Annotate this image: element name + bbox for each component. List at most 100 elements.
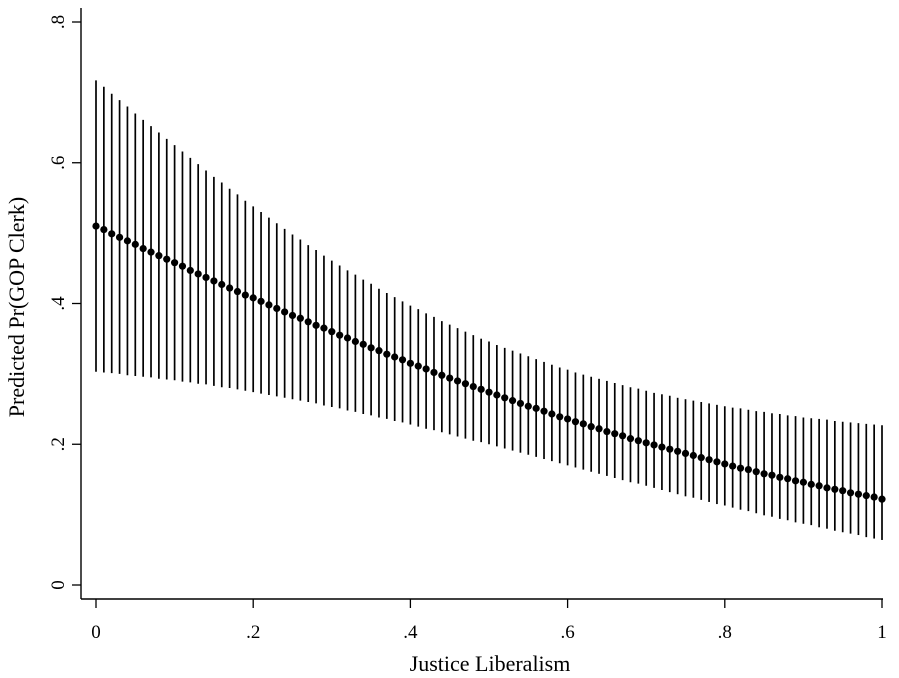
point-group <box>92 222 886 503</box>
data-point <box>414 362 422 370</box>
y-tick-label: .8 <box>48 15 69 29</box>
y-tick-label: .2 <box>48 437 69 451</box>
x-tick-label: 0 <box>91 622 101 643</box>
data-point <box>391 353 399 361</box>
data-point <box>548 410 556 418</box>
data-point <box>446 374 454 382</box>
data-point <box>619 432 627 440</box>
y-ticks: 0 .2 .4 .6 .8 <box>48 15 81 590</box>
data-point <box>595 425 603 433</box>
data-point <box>296 314 304 322</box>
data-point <box>729 462 737 470</box>
data-point <box>265 301 273 309</box>
data-point <box>123 237 132 245</box>
data-point <box>760 470 768 478</box>
data-point <box>666 445 674 453</box>
data-point <box>453 377 462 385</box>
x-tick-label: .6 <box>560 622 574 643</box>
data-point <box>603 427 611 436</box>
data-point <box>147 248 155 256</box>
axes: 0 .2 .4 .6 .8 1 0 .2 .4 .6 .8 <box>48 8 887 643</box>
data-point <box>854 490 863 498</box>
data-point <box>587 423 595 431</box>
data-point <box>438 371 446 379</box>
y-tick-label: .4 <box>48 296 69 311</box>
data-point <box>508 397 517 405</box>
data-point <box>375 347 383 355</box>
x-tick-label: .4 <box>403 622 418 643</box>
data-point <box>658 443 666 451</box>
data-point <box>839 487 847 495</box>
data-point <box>422 365 430 373</box>
data-point <box>115 233 124 241</box>
data-point <box>304 318 312 326</box>
data-point <box>626 435 635 443</box>
data-point <box>870 493 878 501</box>
data-point <box>579 420 587 428</box>
data-point <box>831 485 839 493</box>
data-point <box>784 475 792 483</box>
data-point <box>108 230 116 238</box>
data-point <box>674 447 682 455</box>
data-point <box>501 394 509 402</box>
data-point <box>697 454 705 462</box>
data-point <box>131 240 139 248</box>
data-point <box>485 388 493 396</box>
data-point <box>713 458 721 466</box>
data-point <box>171 259 179 267</box>
data-point <box>359 340 367 348</box>
data-point <box>689 451 697 460</box>
data-point <box>194 270 202 278</box>
data-point <box>540 407 548 415</box>
data-point <box>461 380 470 388</box>
data-point <box>516 399 525 408</box>
x-axis-title: Justice Liberalism <box>410 651 571 676</box>
x-tick-label: .8 <box>718 622 732 643</box>
data-point <box>634 437 642 445</box>
data-point <box>281 308 289 316</box>
data-point <box>163 255 171 263</box>
y-tick-label: 0 <box>48 580 69 590</box>
data-point <box>139 245 147 253</box>
data-point <box>736 464 745 472</box>
data-point <box>320 324 328 332</box>
data-point <box>328 328 336 336</box>
data-point <box>681 449 690 457</box>
data-point <box>705 456 713 464</box>
y-axis-title: Predicted Pr(GOP Clerk) <box>4 197 29 417</box>
y-tick-label: .6 <box>48 156 69 170</box>
data-point <box>351 337 359 346</box>
data-point <box>823 484 831 492</box>
data-point <box>524 402 532 410</box>
data-point <box>477 385 485 393</box>
data-point <box>752 468 760 476</box>
data-point <box>768 471 776 479</box>
data-point <box>178 262 187 270</box>
data-point <box>571 418 580 426</box>
data-point <box>532 404 540 412</box>
data-point <box>791 477 800 485</box>
data-point <box>273 304 281 313</box>
data-point <box>312 321 320 329</box>
data-point <box>92 222 100 230</box>
data-point <box>155 252 163 260</box>
data-point <box>846 489 855 497</box>
data-point <box>226 284 234 292</box>
data-point <box>799 478 808 486</box>
data-point <box>776 473 784 481</box>
data-point <box>257 297 265 305</box>
data-point <box>430 368 438 377</box>
data-point <box>218 280 226 289</box>
data-point <box>398 356 407 364</box>
data-point <box>469 382 477 391</box>
data-point <box>406 359 414 367</box>
x-tick-label: 1 <box>877 622 887 643</box>
data-point <box>233 287 242 296</box>
data-point <box>611 430 619 438</box>
x-tick-label: .2 <box>246 622 260 643</box>
data-point <box>186 266 194 275</box>
data-point <box>367 344 375 352</box>
data-point <box>650 441 658 449</box>
x-ticks: 0 .2 .4 .6 .8 1 <box>91 599 887 643</box>
